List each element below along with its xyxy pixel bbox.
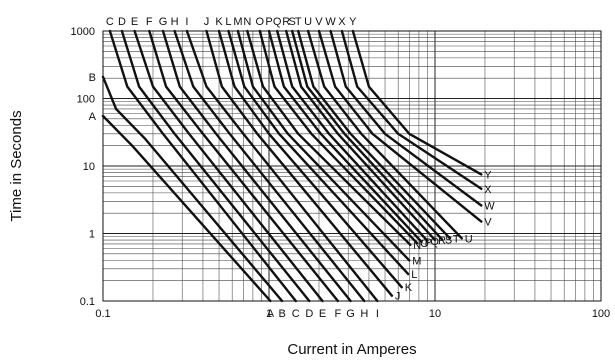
x-tick-label: 0.1 (95, 308, 110, 320)
y-tick-label: 1000 (71, 26, 95, 38)
x-tick-label: 1 (266, 308, 272, 320)
curve-label-b: B (278, 308, 285, 320)
curve-h (173, 29, 366, 303)
curve-label-h: H (360, 308, 368, 320)
curve-u (306, 29, 463, 240)
curve-label-c: C (292, 308, 300, 320)
curve-w (329, 29, 483, 207)
curve-label-t: T (295, 16, 302, 28)
curve-x (340, 29, 483, 190)
curve-label-n: N (243, 16, 251, 28)
curve-label-s: S (445, 234, 452, 246)
curve-label-h: H (171, 16, 179, 28)
curve-e (133, 29, 324, 303)
curve-j (205, 29, 394, 297)
curve-label-m: M (233, 16, 242, 28)
curve-label-l: L (225, 16, 231, 28)
curve-y (351, 29, 483, 176)
curve-label-c: C (106, 16, 114, 28)
curve-label-q: Q (430, 236, 439, 248)
curve-p (267, 29, 423, 244)
curve-label-r: R (438, 235, 446, 247)
curve-label-v: V (315, 16, 323, 28)
y-tick-label: 10 (83, 161, 95, 173)
curve-label-i: I (185, 16, 188, 28)
curve-label-e: E (131, 16, 138, 28)
curve-q (276, 29, 429, 242)
curve-label-p: P (425, 237, 432, 249)
curve-label-x: X (338, 16, 346, 28)
curve-label-v: V (484, 217, 492, 229)
y-axis-label: Time in Seconds (8, 110, 25, 221)
curve-label-k: K (405, 282, 413, 294)
curve-label-n: N (413, 240, 421, 252)
curve-label-a: A (267, 308, 275, 320)
curve-label-x: X (484, 184, 492, 196)
curve-labels: AABBCCDDEEFFGGHHIIJJKKLLMMNNOOPPQQRRSSTT… (89, 16, 496, 320)
curve-label-u: U (465, 233, 473, 245)
curve-d (120, 29, 311, 303)
y-tick-label: 0.1 (80, 296, 95, 308)
curve-label-j: J (204, 16, 210, 28)
curve-label-g: G (346, 308, 355, 320)
curve-n (246, 29, 412, 246)
curve-label-m: M (412, 255, 421, 267)
curve-f (148, 29, 340, 303)
curve-label-w: W (325, 16, 336, 28)
curve-k (217, 29, 403, 289)
curves (101, 29, 483, 303)
curve-label-d: D (118, 16, 126, 28)
x-axis-label: Current in Amperes (287, 341, 416, 358)
curve-label-f: F (146, 16, 153, 28)
curve-label-g: G (159, 16, 168, 28)
curve-m (236, 29, 411, 262)
curve-t (297, 29, 452, 240)
curve-label-b: B (89, 72, 96, 84)
curve-label-o: O (256, 16, 265, 28)
curve-label-q: Q (273, 16, 282, 28)
curve-v (317, 29, 483, 223)
x-tick-label: 100 (592, 308, 610, 320)
tick-labels: 0.1 1 10 100 0.1 1 10 100 1000 (71, 26, 611, 320)
y-tick-label: 1 (89, 229, 95, 241)
curve-label-w: W (484, 200, 495, 212)
curve-label-s: S (289, 16, 296, 28)
curve-c (108, 29, 297, 303)
curve-a (101, 114, 272, 303)
curve-label-y: Y (349, 16, 357, 28)
curve-label-a: A (89, 111, 97, 123)
curve-label-e: E (319, 308, 326, 320)
curve-label-o: O (420, 238, 429, 250)
curve-label-l: L (411, 269, 417, 281)
curve-label-t: T (453, 233, 460, 245)
curve-label-r: R (282, 16, 290, 28)
curve-label-d: D (305, 308, 313, 320)
curve-s (291, 29, 444, 241)
curve-label-k: K (215, 16, 223, 28)
curve-b (101, 75, 284, 303)
y-tick-label: 100 (77, 94, 95, 106)
x-tick-label: 10 (429, 308, 441, 320)
curve-label-y: Y (484, 169, 492, 181)
curve-r (285, 29, 437, 242)
curve-l (227, 29, 410, 276)
curve-label-i: I (376, 308, 379, 320)
curve-label-p: P (265, 16, 272, 28)
curve-o (258, 29, 419, 245)
curve-i (185, 29, 379, 303)
curve-g (161, 29, 352, 303)
curve-label-u: U (304, 16, 312, 28)
curve-label-j: J (395, 291, 401, 303)
curve-label-f: F (335, 308, 342, 320)
